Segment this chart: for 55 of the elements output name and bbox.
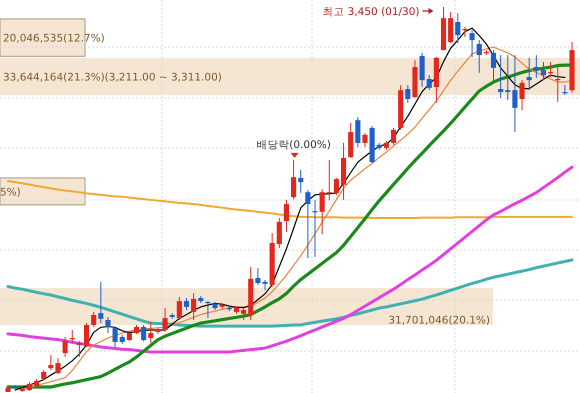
candlestick [548,62,554,78]
candlestick [334,177,339,196]
candlestick [305,189,310,259]
candlestick [470,30,475,58]
candlestick [76,340,82,358]
candlestick [519,80,525,111]
candlestick [448,12,454,44]
candlestick [84,322,90,348]
candlestick [48,354,54,371]
candlestick [505,54,510,101]
candlestick [476,40,482,74]
annotation: 최고 3,450 (01/30) [322,6,420,18]
candlestick [355,116,360,148]
candlestick [455,12,460,44]
candlestick [41,370,46,381]
candlestick [162,308,168,332]
candlestick [291,159,296,200]
candlestick [184,298,190,310]
candlestick [526,57,532,91]
band-label: 31,701,046(20.1%) [388,314,490,327]
candlestick [405,84,410,104]
band-label: 20,046,535(12.7%) [3,32,105,45]
candlestick [191,292,196,321]
annotation: 배당락(0.00%) [256,138,331,151]
candlestick [98,281,104,324]
band-label: 5%) [0,186,21,198]
candlestick [141,324,146,342]
candlestick [255,268,260,286]
candlestick [540,62,546,81]
candlestick [70,330,75,344]
candlestick [55,358,61,374]
candlestick [512,54,518,133]
candlestick [284,199,290,232]
candlestick [312,199,318,258]
candlestick [62,336,68,358]
candlestick [320,188,325,235]
candlestick [241,308,246,321]
candlestick [534,54,539,78]
candlestick [91,311,96,328]
candlestick [326,159,332,200]
candlestick [490,50,496,84]
candlestick [148,321,154,344]
candlestick [390,127,396,146]
candlestick [362,132,368,148]
candlestick [176,296,182,321]
candlestick [262,279,268,290]
candlestick [112,326,118,348]
candlestick [298,169,304,194]
candlestick [562,84,568,96]
band-label: 33,644,164(21.3%)(3,211.00 ~ 3,311.00) [3,71,222,84]
candlestick [276,217,282,249]
candlestick [105,316,111,334]
candlestick [498,54,504,98]
candlestick [126,330,132,342]
candlestick [426,74,432,91]
